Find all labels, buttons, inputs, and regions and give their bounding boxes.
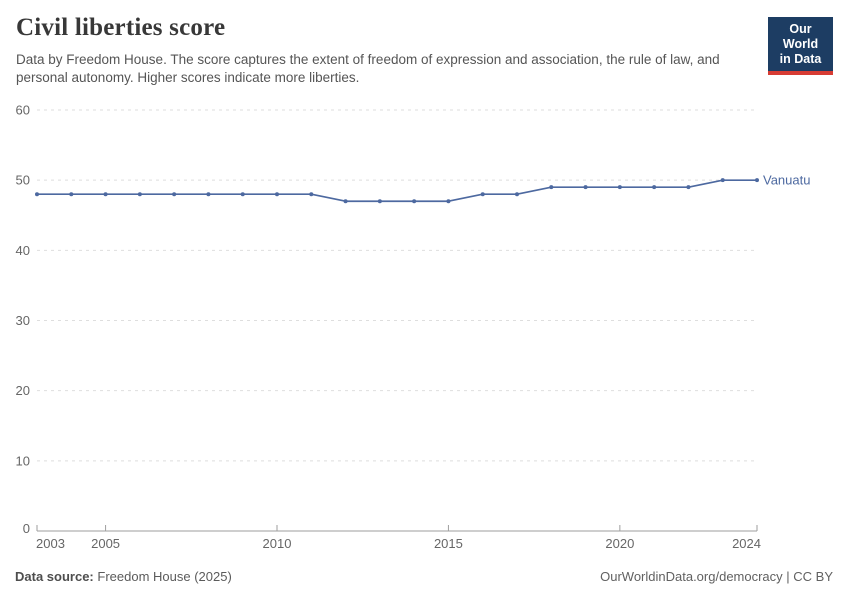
owid-logo-line2: in Data (779, 52, 822, 66)
data-point-2024 (755, 178, 759, 183)
data-source-label: Data source: (15, 569, 94, 584)
data-point-2005 (103, 192, 108, 197)
data-point-2013 (377, 199, 382, 204)
owid-logo-line1: Our World (782, 22, 819, 51)
x-tick-label-2024: 2024 (732, 536, 761, 551)
data-source-value: Freedom House (2025) (97, 569, 232, 584)
chart-subtitle: Data by Freedom House. The score capture… (16, 52, 720, 85)
y-tick-label-40: 40 (16, 243, 30, 258)
owid-logo: Our World in Data (768, 17, 833, 75)
x-tick-label-2015: 2015 (434, 536, 463, 551)
x-tick-label-2005: 2005 (91, 536, 120, 551)
y-tick-label-30: 30 (16, 313, 30, 328)
page-title: Civil liberties score (16, 14, 226, 41)
data-point-2012 (343, 199, 348, 204)
entity-label-vanuatu: Vanuatu (763, 173, 810, 188)
x-tick-label-2010: 2010 (263, 536, 292, 551)
data-source: Data source: Freedom House (2025) (15, 569, 232, 584)
credit-link[interactable]: OurWorldinData.org/democracy | CC BY (600, 569, 833, 584)
owid-logo-box: Our World in Data (768, 17, 833, 71)
data-point-2006 (137, 192, 142, 197)
data-point-2023 (720, 178, 725, 183)
data-point-2010 (275, 192, 279, 197)
data-line-vanuatu (37, 179, 757, 203)
y-tick-label-60: 60 (16, 103, 30, 118)
data-point-2017 (515, 192, 519, 197)
y-tick-label-20: 20 (16, 383, 30, 398)
x-tick-label-2020: 2020 (605, 536, 634, 551)
data-point-2008 (206, 192, 211, 197)
data-point-2021 (652, 185, 657, 190)
data-point-2014 (412, 199, 417, 204)
owid-logo-red-bar (768, 71, 833, 75)
data-point-2015 (446, 199, 451, 204)
data-point-2011 (309, 192, 314, 197)
data-point-2020 (617, 185, 622, 190)
x-tick-label-2003: 2003 (36, 536, 65, 551)
y-tick-label-50: 50 (16, 173, 30, 188)
chart-header: Civil liberties score Data by Freedom Ho… (16, 14, 756, 87)
data-point-2007 (172, 192, 177, 197)
y-tick-label-0: 0 (23, 521, 30, 536)
data-point-2016 (480, 192, 485, 197)
data-point-2019 (583, 185, 588, 190)
data-point-2004 (69, 192, 74, 197)
y-tick-label-10: 10 (16, 453, 30, 468)
data-point-2003 (35, 192, 39, 197)
data-point-2022 (686, 185, 691, 190)
data-point-2018 (549, 185, 554, 190)
data-point-2009 (240, 192, 245, 197)
chart-footer: Data source: Freedom House (2025) OurWor… (15, 569, 833, 584)
